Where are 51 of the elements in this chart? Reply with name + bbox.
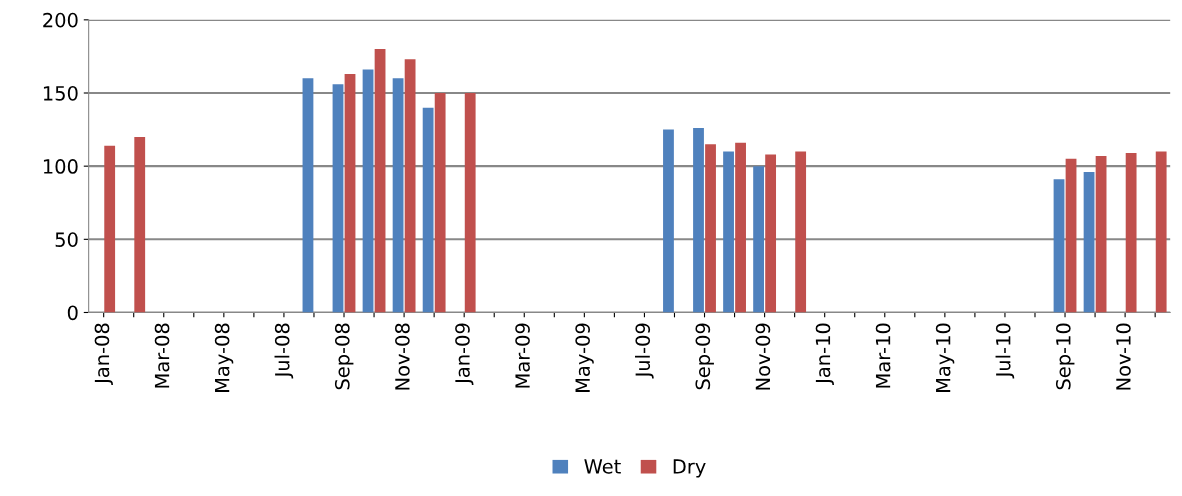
legend-label: Wet bbox=[584, 459, 621, 474]
bar bbox=[134, 136, 146, 313]
bar bbox=[104, 145, 116, 313]
y-tick-label: 50 bbox=[55, 232, 78, 247]
bar bbox=[735, 142, 746, 313]
x-tick-label: Jan-10 bbox=[815, 323, 834, 385]
bar bbox=[693, 128, 704, 313]
bar bbox=[705, 144, 716, 313]
bar bbox=[362, 69, 374, 313]
x-tick-label: Jul-10 bbox=[995, 323, 1015, 379]
bar bbox=[1095, 155, 1107, 313]
bar bbox=[723, 151, 734, 313]
x-tick-label: Mar-09 bbox=[515, 323, 530, 388]
bar bbox=[434, 93, 446, 313]
x-tick-label: Nov-10 bbox=[1116, 323, 1131, 390]
y-tick-label: 100 bbox=[43, 159, 78, 174]
x-tick-label: Nov-09 bbox=[755, 323, 771, 390]
bar bbox=[1065, 158, 1077, 313]
y-tick-label: 150 bbox=[43, 85, 78, 101]
bar bbox=[464, 93, 476, 313]
x-tick-label: Jan-09 bbox=[455, 323, 474, 385]
x-tick-label: Sep-09 bbox=[695, 323, 714, 390]
bar bbox=[422, 107, 434, 313]
bar bbox=[1125, 152, 1137, 313]
x-tick-label: Sep-08 bbox=[334, 323, 354, 390]
x-tick-label: Jul-08 bbox=[274, 323, 294, 379]
x-tick-label: Nov-08 bbox=[395, 323, 410, 390]
bar bbox=[1053, 179, 1065, 313]
bar bbox=[302, 78, 314, 313]
bar bbox=[1083, 172, 1095, 313]
y-tick-label: 200 bbox=[43, 12, 78, 28]
x-tick-label: Sep-10 bbox=[1055, 323, 1075, 390]
x-tick-label: May-09 bbox=[575, 323, 594, 392]
bar bbox=[404, 59, 416, 313]
bar bbox=[795, 151, 807, 313]
x-tick-label: Mar-08 bbox=[154, 323, 170, 388]
bar bbox=[765, 154, 777, 313]
x-tick-label: Jan-08 bbox=[94, 323, 113, 385]
x-tick-label: May-10 bbox=[935, 323, 955, 392]
x-tick-label: Jul-09 bbox=[635, 323, 654, 379]
legend-label: Dry bbox=[673, 459, 706, 478]
bar bbox=[1155, 151, 1167, 313]
bar bbox=[344, 73, 356, 313]
y-tick-label: 0 bbox=[67, 305, 78, 321]
bar bbox=[753, 166, 765, 313]
x-tick-label: Mar-10 bbox=[875, 323, 891, 388]
bar bbox=[663, 129, 674, 313]
x-tick-label: May-08 bbox=[214, 323, 234, 392]
bar bbox=[332, 84, 344, 313]
bar bbox=[374, 49, 386, 313]
bar bbox=[392, 78, 404, 313]
